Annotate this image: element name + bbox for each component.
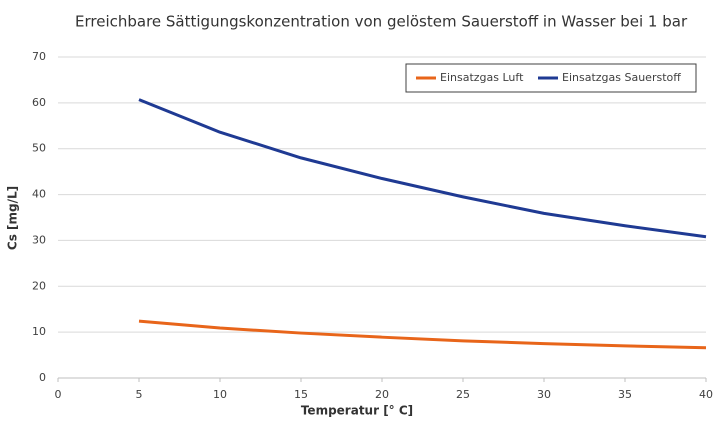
legend-label: Einsatzgas Luft — [440, 71, 524, 84]
series-line — [138, 98, 707, 239]
y-tick-label: 40 — [32, 188, 46, 201]
legend-label: Einsatzgas Sauerstoff — [562, 71, 681, 84]
x-tick-label: 5 — [136, 388, 143, 401]
y-tick-label: 50 — [32, 142, 46, 155]
y-tick-label: 0 — [39, 371, 46, 384]
chart-title: Erreichbare Sättigungskonzentration von … — [75, 13, 688, 31]
x-tick-label: 15 — [294, 388, 308, 401]
y-tick-label: 60 — [32, 96, 46, 109]
y-tick-label: 10 — [32, 325, 46, 338]
x-tick-label: 35 — [618, 388, 632, 401]
y-tick-label: 30 — [32, 233, 46, 246]
x-tick-label: 10 — [213, 388, 227, 401]
y-axis-label: Cs [mg/L] — [6, 186, 20, 250]
x-tick-label: 30 — [537, 388, 551, 401]
x-tick-label: 0 — [55, 388, 62, 401]
series-line — [138, 319, 707, 350]
y-tick-label: 20 — [32, 279, 46, 292]
x-tick-label: 20 — [375, 388, 389, 401]
y-tick-label: 70 — [32, 50, 46, 63]
x-axis-label: Temperatur [° C] — [301, 404, 413, 418]
x-tick-label: 40 — [699, 388, 713, 401]
x-tick-label: 25 — [456, 388, 470, 401]
